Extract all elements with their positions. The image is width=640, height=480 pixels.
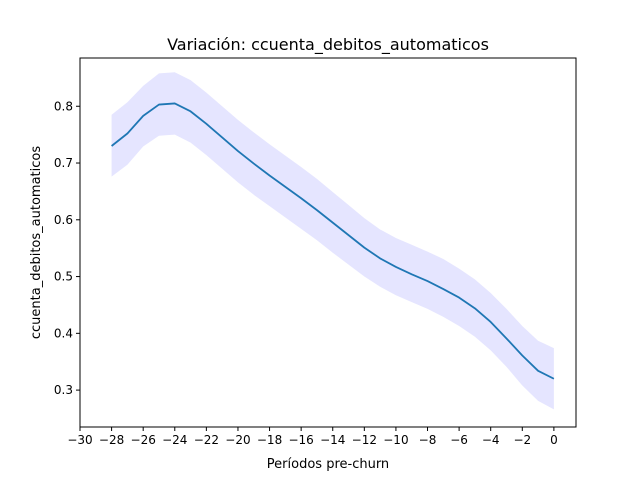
x-tick-label: −4 (482, 433, 500, 447)
x-tick-label: −22 (194, 433, 219, 447)
x-tick-label: −16 (288, 433, 313, 447)
x-tick-label: −28 (99, 433, 124, 447)
y-axis-label: ccuenta_debitos_automaticos (29, 146, 44, 339)
series-line-layer (111, 102, 555, 380)
confidence-band-layer (111, 72, 554, 410)
x-tick-label: −14 (320, 433, 345, 447)
y-tick-label: 0.4 (54, 326, 73, 340)
y-tick-label: 0.7 (54, 156, 73, 170)
x-tick-label: −26 (131, 433, 156, 447)
x-tick-label: −12 (352, 433, 377, 447)
confidence-band (111, 72, 554, 410)
x-axis-label: Períodos pre-churn (267, 457, 389, 472)
y-tick-label: 0.8 (54, 99, 73, 113)
y-tick-label: 0.5 (54, 270, 73, 284)
y-axis: 0.3 0.4 0.5 0.6 0.7 0.8 (54, 99, 80, 397)
plot-frame (79, 57, 577, 428)
x-tick-label: 0 (550, 433, 558, 447)
x-tick-label: −18 (257, 433, 282, 447)
x-tick-label: −24 (162, 433, 187, 447)
x-axis: −30 −28 −26 −24 −22 −20 −18 −16 −14 −12 −10 −8 −6 −4−… (67, 427, 558, 447)
x-tick-label: −2 (513, 433, 531, 447)
x-tick-label: −20 (225, 433, 250, 447)
x-tick-label: −6 (450, 433, 468, 447)
series-line (111, 102, 555, 380)
y-tick-label: 0.6 (54, 213, 73, 227)
y-tick-label: 0.3 (54, 383, 73, 397)
x-tick-label: −8 (419, 433, 437, 447)
x-tick-label: −30 (67, 433, 92, 447)
chart-title: Variación: ccuenta_debitos_automaticos (167, 35, 489, 55)
x-tick-label: −10 (383, 433, 408, 447)
